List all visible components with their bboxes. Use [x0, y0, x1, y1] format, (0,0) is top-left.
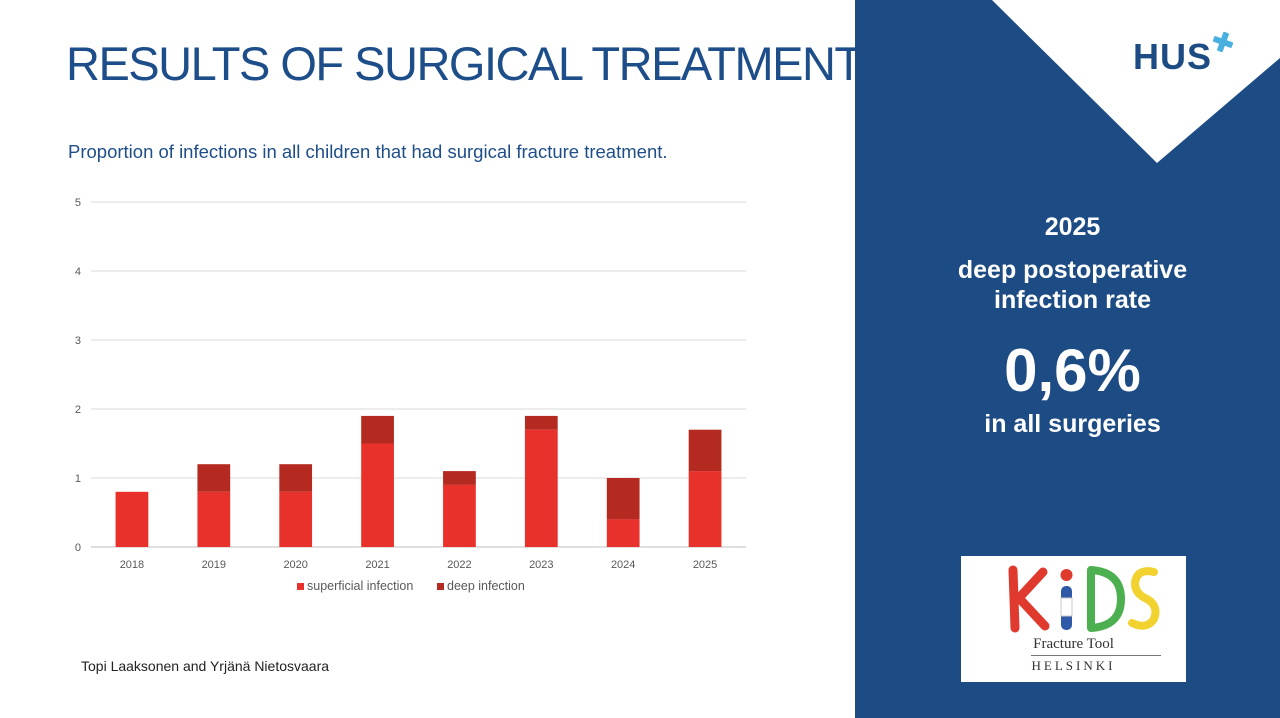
hus-logo: HUS — [1133, 36, 1213, 77]
bar-superficial — [688, 471, 722, 547]
x-tick-label: 2020 — [283, 559, 307, 571]
slide-title: RESULTS OF SURGICAL TREATMENT — [66, 37, 863, 90]
bar-superficial — [279, 491, 313, 547]
stat-label-line2: infection rate — [994, 286, 1151, 314]
y-tick-label: 2 — [75, 404, 81, 416]
bar-superficial — [443, 484, 476, 547]
x-tick-label: 2018 — [120, 559, 144, 571]
legend-label: deep infection — [447, 579, 525, 593]
bar-superficial — [115, 491, 149, 547]
authors-footer: Topi Laaksonen and Yrjänä Nietosvaara — [81, 658, 330, 674]
x-tick-label: 2025 — [693, 559, 717, 571]
kids-logo-divider — [1031, 655, 1161, 656]
bar-deep — [361, 415, 394, 444]
bar-superficial — [197, 491, 231, 547]
x-tick-label: 2019 — [202, 559, 226, 571]
x-tick-label: 2022 — [447, 559, 471, 571]
bar-deep — [688, 429, 722, 472]
kids-logo-letters — [1008, 565, 1160, 633]
panel-chevron-shape — [992, 0, 1280, 163]
sidebar-panel: HUS 2025 deep postoperative infection ra… — [855, 0, 1280, 718]
legend-swatch — [297, 583, 304, 590]
kids-city-text: HELSINKI — [1031, 658, 1116, 673]
y-tick-label: 1 — [75, 473, 81, 485]
stat-value: 0,6% — [1004, 337, 1141, 404]
stat-label-line1: deep postoperative — [957, 256, 1188, 284]
y-tick-label: 4 — [75, 266, 81, 278]
infection-bar-chart: 0 1 2 3 4 5 2018 2019 2020 2021 2022 2023 2024 2025 su… — [75, 197, 746, 593]
kids-tool-text: Fracture Tool — [1033, 636, 1114, 652]
bar-deep — [443, 471, 476, 485]
stat-footnote: in all surgeries — [984, 410, 1161, 438]
stat-label: deep postoperative infection rate — [855, 255, 1280, 315]
bar-deep — [524, 415, 558, 430]
kids-fracture-tool-logo: Fracture Tool HELSINKI — [961, 556, 1186, 682]
y-tick-label: 5 — [75, 197, 81, 209]
y-tick-label: 3 — [75, 335, 81, 347]
x-tick-label: 2024 — [611, 559, 635, 571]
x-tick-label: 2023 — [529, 559, 553, 571]
bar-superficial — [606, 519, 640, 547]
bar-deep — [279, 464, 313, 492]
legend-swatch — [437, 583, 444, 590]
stat-year: 2025 — [1044, 213, 1101, 241]
y-tick-label: 0 — [75, 542, 81, 554]
legend-label: superficial infection — [307, 579, 413, 593]
hus-cross-icon — [1212, 31, 1234, 53]
chart-subtitle: Proportion of infections in all children… — [68, 141, 668, 162]
bar-superficial — [524, 429, 558, 547]
bar-deep — [197, 464, 231, 492]
x-tick-label: 2021 — [365, 559, 389, 571]
bar-deep — [606, 478, 640, 520]
bar-superficial — [361, 443, 394, 547]
